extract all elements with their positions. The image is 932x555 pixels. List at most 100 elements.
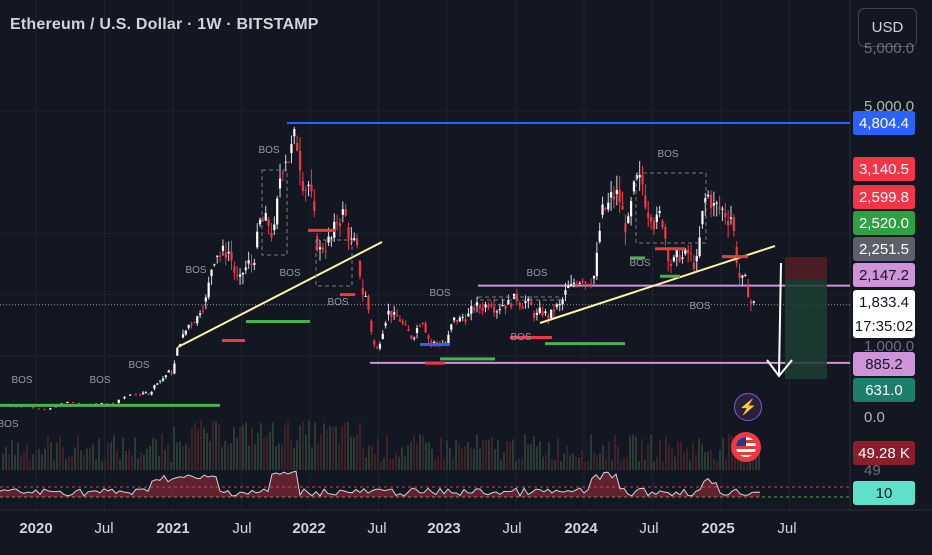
candle-body <box>635 175 638 179</box>
volume-bar <box>353 437 355 470</box>
x-tick-jul-2023: Jul <box>502 520 522 537</box>
volume-bar <box>278 443 280 470</box>
grid <box>0 0 932 511</box>
volume-bar <box>683 452 685 470</box>
volume-bar <box>464 445 466 470</box>
candle-body <box>578 282 581 284</box>
volume-bar <box>623 457 625 470</box>
volume-bar <box>746 460 748 470</box>
volume-bar <box>458 443 460 470</box>
volume-bar <box>710 450 712 470</box>
candle-body <box>164 375 167 377</box>
candle-body <box>712 203 715 206</box>
volume-bar <box>65 459 67 470</box>
volume-bar <box>59 436 61 470</box>
candle-body <box>278 178 282 189</box>
volume-bar <box>488 439 490 470</box>
candle-body <box>669 263 673 266</box>
lightning-icon[interactable]: ⚡ <box>734 393 762 421</box>
candle-body <box>664 227 667 239</box>
candle-body <box>458 317 461 322</box>
volume-label: 49.28 K <box>853 441 915 465</box>
candle-body <box>358 260 362 277</box>
volume-bar <box>23 451 25 470</box>
volume-bar <box>629 435 631 470</box>
candle-body <box>347 227 350 239</box>
volume-bar <box>296 440 298 470</box>
candle-body <box>321 247 324 250</box>
price-label-gray: 2,251.5 <box>853 237 915 261</box>
candle-body <box>698 237 701 257</box>
volume-bar <box>131 455 133 470</box>
volume-bar <box>383 457 385 470</box>
volume-bar <box>503 452 505 470</box>
candle-body <box>150 391 153 395</box>
candle-body <box>453 317 456 321</box>
candle-body <box>621 205 624 210</box>
candle-body <box>612 196 616 200</box>
candle-body <box>747 286 750 298</box>
candle-body <box>100 403 103 405</box>
candle-body <box>410 335 413 339</box>
volume-bar <box>53 460 55 470</box>
volume-bar <box>134 437 136 470</box>
volume-bar <box>35 449 37 470</box>
candle-body <box>718 207 721 209</box>
price-tick-top-partial: 5,000.0 <box>864 40 915 57</box>
candle-body <box>475 302 479 306</box>
candle-body <box>684 249 687 254</box>
candle-body <box>373 340 376 345</box>
currency-button[interactable]: USD <box>858 8 917 47</box>
volume-bar <box>728 434 730 470</box>
candle-body <box>147 393 150 395</box>
volume-bar <box>185 443 187 470</box>
x-tick-jul-2020: Jul <box>94 520 114 537</box>
volume-bar <box>206 432 208 470</box>
candle-body <box>478 306 481 308</box>
x-tick-jul-2025: Jul <box>777 520 797 537</box>
candle-body <box>281 172 284 174</box>
volume-bar <box>416 443 418 470</box>
volume-bar <box>365 457 367 470</box>
candle-body <box>159 380 162 382</box>
candle-body <box>310 184 313 192</box>
candle-body <box>77 402 80 404</box>
volume-bar <box>395 453 397 470</box>
candle-body <box>709 194 713 208</box>
volume-bar <box>713 458 715 470</box>
volume-bar <box>47 436 49 470</box>
candle-body <box>601 204 604 215</box>
candle-body <box>338 223 342 226</box>
volume-bar <box>56 442 58 470</box>
volume-bar <box>260 423 262 470</box>
us-flag-icon[interactable] <box>731 432 761 462</box>
current-price: 1,833.4 <box>858 293 910 311</box>
volume-bar <box>182 446 184 470</box>
volume-bar <box>566 445 568 470</box>
candle-body <box>558 304 561 306</box>
volume-bar <box>14 455 16 470</box>
candle-body <box>66 402 69 404</box>
volume-bar <box>299 425 301 470</box>
x-tick-2020: 2020 <box>19 520 53 537</box>
volume-bar <box>650 434 652 470</box>
rsi-pane <box>0 470 850 498</box>
candle-body <box>572 282 576 285</box>
candle-body <box>293 129 296 137</box>
volume-bar <box>707 451 709 470</box>
candle-body <box>37 408 40 410</box>
volume-bar <box>380 461 382 470</box>
candle-body <box>604 208 607 210</box>
rsi-line <box>0 470 761 498</box>
volume-bar <box>494 449 496 470</box>
volume-bar <box>581 449 583 470</box>
volume-bar <box>638 461 640 470</box>
volume-bar <box>644 459 646 470</box>
volume-bar <box>188 447 190 470</box>
candle-body <box>230 251 233 261</box>
volume-bar <box>599 453 601 470</box>
volume-bar <box>149 445 151 470</box>
candle-body <box>524 301 527 304</box>
volume-bar <box>641 439 643 470</box>
